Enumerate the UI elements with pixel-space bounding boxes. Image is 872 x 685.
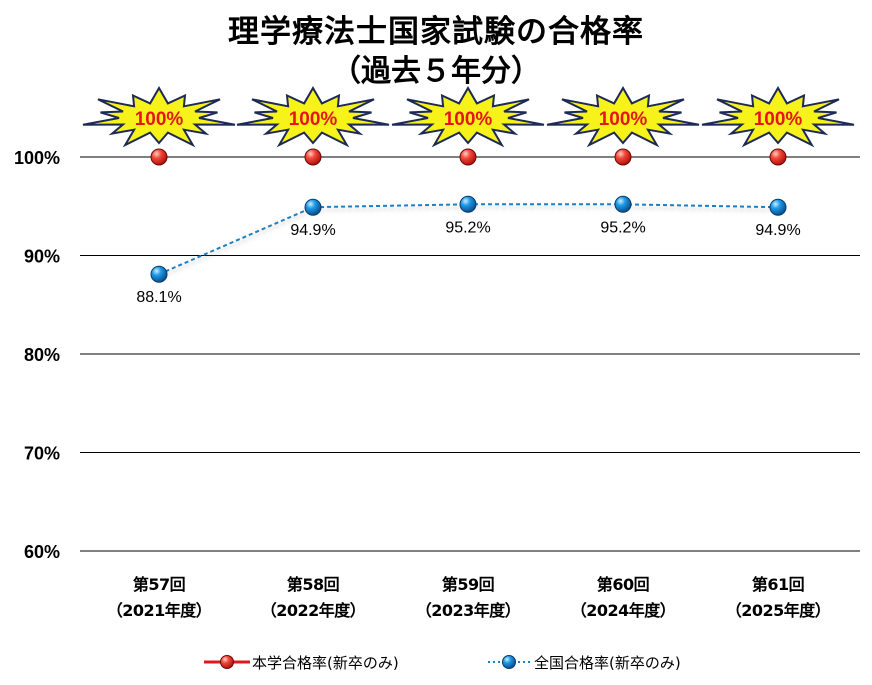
gridlines <box>80 156 860 552</box>
starburst-shape <box>236 86 390 148</box>
national-rate-marker <box>769 198 787 216</box>
x-category-year: （2021年度） <box>106 601 212 620</box>
school-rate-marker <box>304 148 322 166</box>
x-axis-category: 第60回 （2024年度） <box>553 572 693 624</box>
starburst-badge: 100% <box>82 86 236 148</box>
starburst-label: 100% <box>754 109 803 130</box>
x-axis-category: 第58回 （2022年度） <box>243 572 383 624</box>
x-category-exam-number: 第61回 <box>751 575 805 594</box>
starburst-shape <box>546 86 700 148</box>
x-category-exam-number: 第57回 <box>132 575 186 594</box>
chart-title: 理学療法士国家試験の合格率 <box>228 14 644 50</box>
school-rate-marker <box>459 148 477 166</box>
starburst-label: 100% <box>444 109 493 130</box>
legend-item-national: 全国合格率(新卒のみ) <box>484 650 681 674</box>
school-rate-marker <box>769 148 787 166</box>
starburst-shape <box>391 86 545 148</box>
x-category-exam-number: 第58回 <box>286 575 340 594</box>
national-rate-data-label: 88.1% <box>136 289 181 306</box>
legend-red-marker-icon <box>204 655 250 669</box>
starburst-shape <box>701 86 855 148</box>
national-rate-marker <box>459 195 477 213</box>
x-axis-category: 第61回 （2025年度） <box>708 572 848 624</box>
starburst-label: 100% <box>599 109 648 130</box>
y-tick-label: 80% <box>24 345 60 365</box>
starburst-annotations: 100% 100% 100% 100% 100% <box>82 86 855 148</box>
chart-subtitle: （過去５年分） <box>331 54 541 89</box>
x-category-exam-number: 第60回 <box>596 575 650 594</box>
x-category-year: （2023年度） <box>415 601 521 620</box>
x-axis-category: 第59回 （2023年度） <box>398 572 538 624</box>
x-axis-category: 第57回 （2021年度） <box>89 572 229 624</box>
school-rate-marker <box>150 148 168 166</box>
legend-label-national: 全国合格率(新卒のみ) <box>534 653 681 672</box>
national-rate-data-label: 94.9% <box>290 222 335 239</box>
national-rate-data-label: 94.9% <box>755 222 800 239</box>
y-tick-label: 100% <box>14 148 60 168</box>
x-category-year: （2025年度） <box>725 601 831 620</box>
starburst-badge: 100% <box>391 86 545 148</box>
starburst-badge: 100% <box>701 86 855 148</box>
starburst-shape <box>82 86 236 148</box>
legend-blue-marker-icon <box>488 655 530 669</box>
national-rate-data-label: 95.2% <box>600 219 645 236</box>
starburst-badge: 100% <box>236 86 390 148</box>
national-rate-marker <box>150 265 168 283</box>
y-tick-label: 70% <box>24 444 60 464</box>
data-series: 88.1% 94.9% 95.2% 95.2% 94.9% <box>136 148 801 306</box>
x-category-year: （2022年度） <box>260 601 366 620</box>
y-tick-label: 90% <box>24 247 60 267</box>
legend-item-school: 本学合格率(新卒のみ) <box>202 650 399 674</box>
national-rate-data-label: 95.2% <box>445 219 490 236</box>
y-tick-label: 60% <box>24 542 60 562</box>
national-rate-marker <box>614 195 632 213</box>
starburst-badge: 100% <box>546 86 700 148</box>
starburst-label: 100% <box>135 109 184 130</box>
national-rate-line <box>158 203 779 276</box>
x-category-year: （2024年度） <box>570 601 676 620</box>
y-axis-ticks: 100% 90% 80% 70% 60% <box>14 148 60 562</box>
national-rate-marker <box>304 198 322 216</box>
x-category-exam-number: 第59回 <box>441 575 495 594</box>
legend-label-school: 本学合格率(新卒のみ) <box>252 653 399 672</box>
school-rate-marker <box>614 148 632 166</box>
starburst-label: 100% <box>289 109 338 130</box>
